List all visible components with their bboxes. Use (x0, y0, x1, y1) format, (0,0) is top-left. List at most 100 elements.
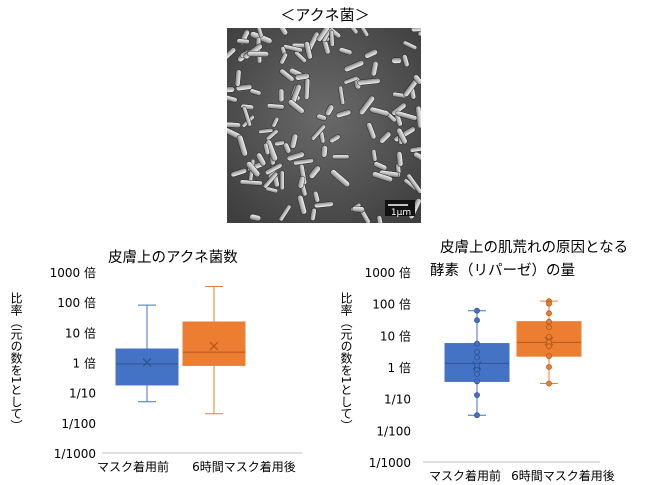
bacterium-rod (245, 161, 261, 178)
bacterium-rod (364, 49, 378, 59)
data-point (546, 353, 552, 360)
bacterium-rod (343, 75, 359, 85)
data-point (546, 310, 552, 317)
bacterium-rod (324, 104, 335, 116)
box-iqr (182, 321, 246, 366)
bacterium-rod (351, 206, 365, 213)
bacterium-rod (332, 154, 350, 160)
bacterium-rod (242, 106, 252, 127)
data-point (546, 380, 552, 387)
x-category-label: マスク着用前 (97, 459, 169, 474)
bacterium-rod (330, 169, 350, 188)
bacterium-rod (402, 40, 418, 51)
data-point (474, 412, 480, 419)
bacterium-rod (283, 142, 292, 154)
y-tick-label: 1/100 (61, 417, 96, 431)
bacterium-rod (338, 85, 345, 105)
bacterium-rod (279, 68, 295, 82)
bacterium-rod (371, 149, 378, 162)
bacterium-rod (258, 128, 274, 134)
y-tick-label: 10 倍 (380, 328, 411, 343)
bacterium-rod (297, 175, 306, 189)
y-tick-label: 1 倍 (388, 360, 411, 375)
bacterium-rod (236, 38, 250, 45)
chart1-title: 皮膚上のアクネ菌数 (108, 250, 238, 266)
x-category-label: マスク着用前 (429, 468, 501, 483)
x-category-label: 6時間マスク着用後 (192, 459, 296, 474)
y-tick-label: 1000 倍 (50, 265, 96, 280)
data-point (474, 378, 480, 385)
mean-marker (142, 358, 152, 367)
bacteria-micrograph: 1μm (219, 18, 426, 228)
bacterium-rod (265, 128, 279, 141)
bacterium-rod (271, 116, 279, 128)
bacterium-rod (266, 103, 285, 110)
bacterium-rod (310, 124, 326, 141)
data-point (474, 354, 480, 361)
y-tick-label: 1/100 (376, 424, 411, 438)
data-point (474, 348, 480, 355)
bacterium-rod (335, 109, 352, 118)
bacterium-rod (357, 77, 381, 86)
data-point (546, 333, 552, 340)
bacterium-rod (312, 190, 320, 203)
box-iqr (115, 348, 179, 386)
y-tick-label: 1000 倍 (365, 265, 411, 280)
data-point (474, 392, 480, 399)
bacterium-rod (329, 29, 335, 47)
bacterium-rod (297, 194, 307, 215)
data-point (546, 343, 552, 350)
bacterium-rod (329, 134, 341, 144)
y-tick-label: 100 倍 (372, 297, 411, 312)
chart2-title-line2: 酵素（リパーゼ）の量 (430, 263, 575, 279)
bacterium-rod (263, 171, 279, 189)
bacterium-rod (249, 213, 262, 222)
bacterium-rod (234, 69, 242, 87)
bacterium-rod (263, 142, 270, 155)
y-tick-label: 1/1000 (369, 456, 411, 470)
mean-marker (209, 341, 219, 351)
bacterium-rod (358, 95, 375, 115)
bacterium-rod (310, 207, 317, 221)
bacterium-rod (373, 161, 388, 171)
bacterium-rod (287, 99, 305, 115)
bacterium-rod (308, 165, 321, 179)
bacterium-rod (235, 83, 253, 92)
bacterium-rod (313, 201, 334, 209)
chart1-y-axis-label: 比率（元の数を1として） (9, 292, 23, 432)
bacterium-rod (264, 162, 283, 175)
bacterium-rod (320, 145, 328, 158)
data-point (546, 324, 552, 331)
bacterium-rod (236, 134, 248, 157)
bacterium-rod (396, 127, 408, 145)
bacterium-rod (247, 51, 270, 58)
micrograph-title: ＜アクネ菌＞ (280, 6, 370, 24)
chart2-y-axis-label: 比率（元の数を1として） (339, 292, 353, 432)
bacterium-rod (255, 152, 267, 167)
data-point (474, 317, 480, 324)
bacterium-rod (289, 133, 298, 149)
bacterium-rod (230, 168, 247, 178)
bacterium-rod (249, 88, 262, 96)
bacterium-rod (372, 171, 393, 183)
y-tick-label: 1/10 (69, 387, 96, 401)
data-point (546, 300, 552, 307)
bacterium-rod (343, 59, 365, 72)
data-point (474, 340, 480, 347)
bacterium-rod (303, 41, 313, 60)
bacterium-rod (379, 131, 392, 144)
y-tick-label: 1/10 (384, 393, 411, 407)
chart2-title-line1: 皮膚上の肌荒れの原因となる (440, 240, 629, 256)
y-tick-label: 1 倍 (73, 356, 96, 371)
data-point (474, 307, 480, 314)
bacterium-rod (286, 151, 305, 162)
y-tick-label: 1/1000 (54, 447, 96, 461)
data-point (474, 371, 480, 377)
bacterium-rod (293, 158, 314, 166)
bacterium-rod (274, 140, 285, 147)
y-tick-label: 100 倍 (57, 295, 96, 310)
bacterium-rod (279, 52, 288, 65)
bacterium-rod (396, 151, 404, 167)
bacterium-rod (369, 106, 390, 117)
